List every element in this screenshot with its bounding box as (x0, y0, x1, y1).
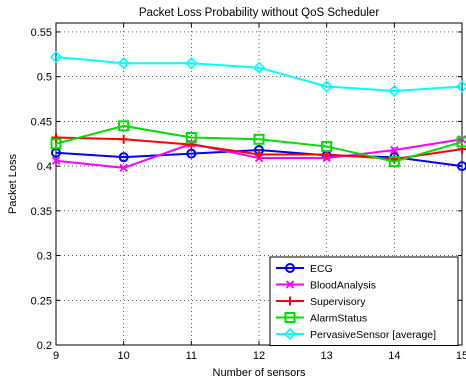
data-point (253, 133, 265, 145)
data-point (51, 156, 61, 165)
data-point (321, 140, 333, 152)
x-tick-label: 13 (321, 350, 333, 362)
legend-item: Supervisory (276, 296, 366, 308)
data-point (388, 84, 401, 98)
data-point (457, 161, 466, 172)
data-point (185, 57, 198, 70)
y-tick-label: 0.3 (37, 251, 52, 263)
x-tick-label: 12 (253, 350, 265, 362)
data-point (50, 50, 63, 64)
data-point (388, 156, 400, 168)
plot-area: 9 10 11 12 13 14 15 0.2 0.25 0.3 0.35 0.4 0.45 0.5 0.5… (31, 22, 466, 362)
legend: ECG BloodAnalysis Supervisory AlarmStatus Pe… (269, 256, 459, 346)
y-tick-label: 0.35 (31, 206, 52, 218)
data-point (51, 132, 61, 142)
legend-item: BloodAnalysis (276, 280, 376, 292)
data-point (118, 152, 129, 163)
legend-item: ECG (276, 263, 333, 275)
data-point (118, 120, 130, 132)
data-point (50, 138, 62, 150)
data-point (390, 145, 399, 155)
chart-title: Packet Loss Probability without QoS Sche… (139, 7, 380, 19)
data-point (455, 80, 466, 93)
series-line (55, 55, 463, 92)
legend-marker (285, 296, 295, 306)
legend-label: AlarmStatus (310, 313, 367, 325)
legend-label: BloodAnalysis (310, 280, 376, 292)
data-point (186, 148, 197, 159)
legend-item: AlarmStatus (276, 312, 367, 325)
series-alarmstatus (50, 120, 466, 168)
x-tick-label: 15 (456, 350, 466, 362)
legend-label: PervasiveSensor [average] (310, 329, 436, 341)
x-tick-label: 11 (186, 350, 197, 362)
legend-item: PervasiveSensor [average] (276, 327, 436, 341)
y-tick-label: 0.4 (37, 161, 52, 173)
data-point (254, 149, 264, 159)
legend-label: ECG (310, 263, 333, 275)
data-point (185, 131, 197, 143)
series-pervasivesensor-average (50, 50, 466, 98)
legend-label: Supervisory (310, 296, 366, 308)
data-point (117, 57, 130, 70)
data-point (252, 61, 266, 74)
x-tick-label: 10 (118, 350, 130, 362)
x-tick-label: 14 (388, 350, 400, 362)
y-tick-label: 0.55 (31, 27, 52, 39)
data-point (119, 134, 129, 144)
y-tick-label: 0.2 (37, 340, 52, 352)
data-point (119, 163, 128, 173)
series-supervisory (51, 132, 466, 164)
data-point (456, 136, 466, 148)
data-point (320, 80, 333, 93)
y-tick-label: 0.25 (31, 295, 52, 307)
x-axis-label: Number of sensors (213, 367, 306, 379)
legend-marker (285, 263, 295, 273)
legend-marker (284, 312, 296, 323)
series-line (55, 124, 463, 163)
y-axis-label: Packet Loss (7, 154, 19, 214)
x-tick-label: 9 (53, 350, 59, 362)
legend-marker (285, 280, 295, 289)
y-tick-label: 0.45 (31, 116, 52, 128)
legend-marker (283, 327, 297, 341)
y-tick-label: 0.5 (37, 72, 52, 84)
